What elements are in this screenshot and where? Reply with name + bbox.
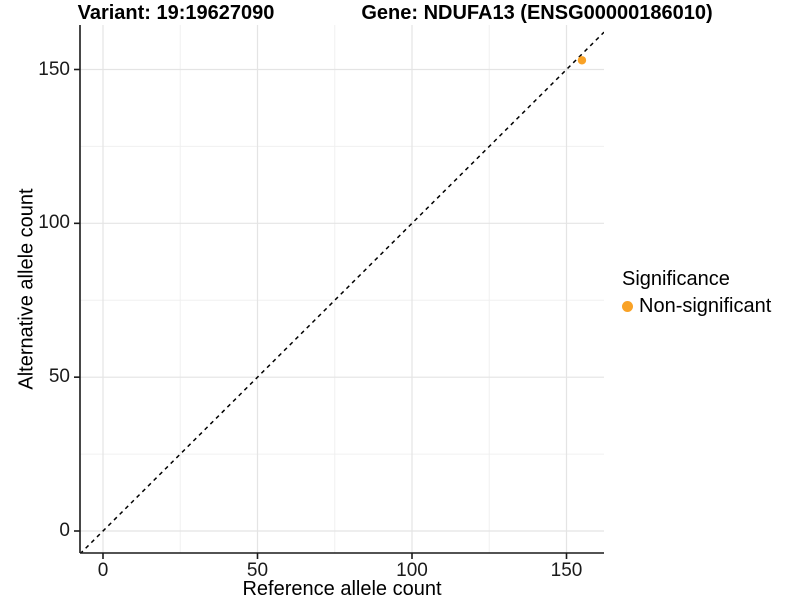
legend-title: Significance	[622, 268, 730, 290]
x-tick-label: 100	[396, 560, 428, 581]
axis-lines	[79, 25, 604, 554]
plot-title-gene: Gene: NDUFA13 (ENSG00000186010)	[361, 2, 713, 24]
y-tick-label: 0	[59, 520, 70, 541]
legend-item-non-significant: Non-significant	[622, 295, 771, 318]
legend-point-icon	[622, 301, 633, 312]
data-point	[577, 56, 587, 65]
x-axis-title: Reference allele count	[242, 578, 442, 600]
x-tick-label: 0	[97, 560, 109, 581]
y-tick-label: 150	[38, 58, 70, 80]
minor-gridlines	[80, 25, 604, 553]
axis-tick-marks	[74, 68, 568, 559]
plot-title-variant: Variant: 19:19627090	[77, 2, 275, 24]
x-tick-label: 150	[550, 560, 583, 581]
legend: Significance Non-significant	[622, 268, 771, 318]
major-gridlines	[80, 25, 604, 553]
legend-item-label: Non-significant	[639, 295, 772, 317]
identity-line	[80, 31, 604, 553]
y-tick-label: 50	[48, 366, 70, 388]
data-points	[577, 56, 587, 65]
x-tick-label: 50	[246, 560, 269, 581]
y-tick-label: 100	[38, 212, 70, 234]
